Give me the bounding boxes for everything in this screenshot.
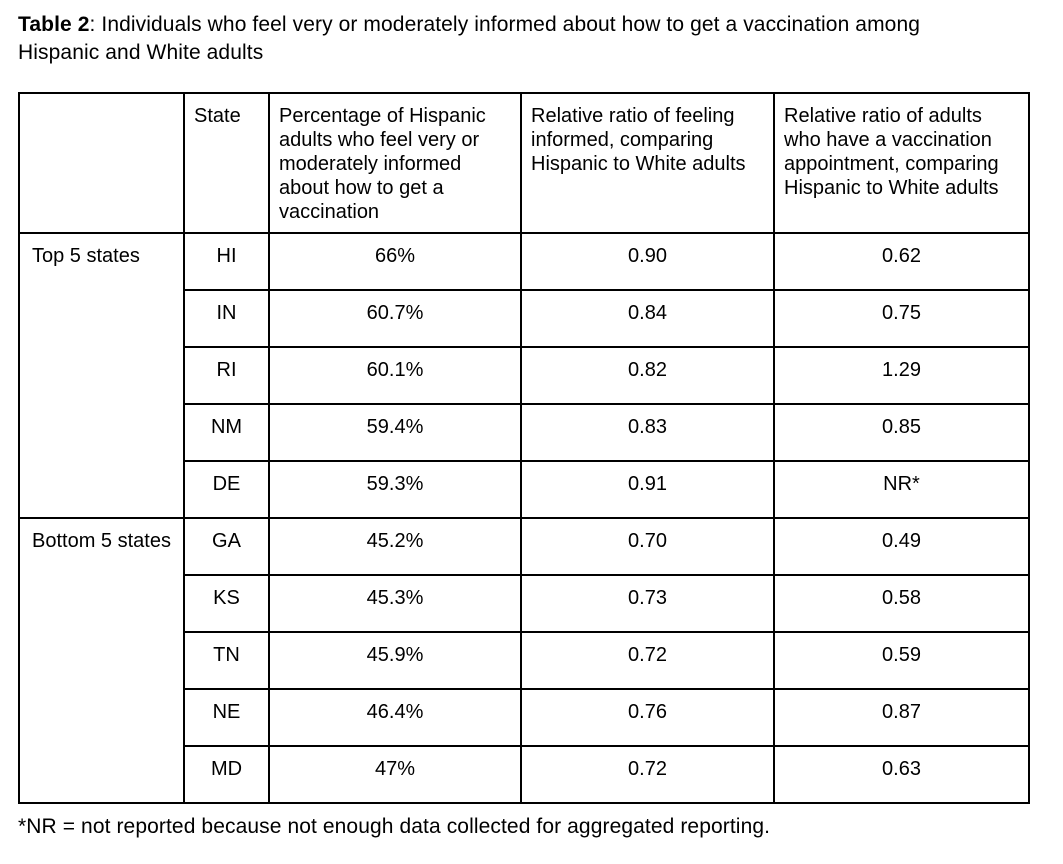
informed-ratio-cell: 0.73: [520, 574, 775, 633]
state-cell: KS: [183, 574, 270, 633]
informed-ratio-cell: 0.72: [520, 631, 775, 690]
state-cell: IN: [183, 289, 270, 348]
informed-ratio-cell: 0.82: [520, 346, 775, 405]
percentage-cell: 45.2%: [268, 517, 522, 576]
table-row: Top 5 states HI 66% 0.90 0.62: [18, 232, 1030, 519]
percentage-cell: 66%: [268, 232, 522, 291]
percentage-cell: 59.3%: [268, 460, 522, 519]
table-header: State Percentage of Hispanic adults who …: [18, 92, 1030, 234]
table-title: Table 2: Individuals who feel very or mo…: [18, 11, 980, 67]
percentage-cell: 60.7%: [268, 289, 522, 348]
appointment-ratio-cell: NR*: [773, 460, 1030, 519]
appointment-ratio-cell: 0.59: [773, 631, 1030, 690]
appointment-ratio-cell: 0.75: [773, 289, 1030, 348]
state-cell: NM: [183, 403, 270, 462]
table-row: RI 60.1% 0.82 1.29: [19, 346, 1030, 405]
column-header-appointment-ratio: Relative ratio of adults who have a vacc…: [773, 92, 1030, 234]
informed-ratio-cell: 0.76: [520, 688, 775, 747]
table-title-separator: :: [89, 13, 102, 36]
percentage-cell: 46.4%: [268, 688, 522, 747]
table-title-label: Table 2: [18, 13, 90, 36]
column-header-group: [18, 92, 185, 234]
appointment-ratio-cell: 1.29: [773, 346, 1030, 405]
table-row: IN 60.7% 0.84 0.75: [19, 289, 1030, 348]
column-header-percentage-informed: Percentage of Hispanic adults who feel v…: [268, 92, 522, 234]
state-cell: MD: [183, 745, 270, 804]
percentage-cell: 45.9%: [268, 631, 522, 690]
appointment-ratio-cell: 0.49: [773, 517, 1030, 576]
table-row: KS 45.3% 0.73 0.58: [19, 574, 1030, 633]
appointment-ratio-cell: 0.62: [773, 232, 1030, 291]
table-row: Bottom 5 states GA 45.2% 0.70 0.49: [18, 517, 1030, 804]
footnote: *NR = not reported because not enough da…: [18, 815, 771, 838]
table-row: TN 45.9% 0.72 0.59: [19, 631, 1030, 690]
state-cell: TN: [183, 631, 270, 690]
table-body: Top 5 states HI 66% 0.90 0.62 IN 60.7% 0.84 0.75…: [18, 232, 1030, 804]
table-row: NM 59.4% 0.83 0.85: [19, 403, 1030, 462]
state-cell: DE: [183, 460, 270, 519]
percentage-cell: 45.3%: [268, 574, 522, 633]
table-title-text: Individuals who feel very or moderately …: [18, 13, 921, 64]
document-page: Table 2: Individuals who feel very or mo…: [18, 11, 1030, 838]
informed-ratio-cell: 0.90: [520, 232, 775, 291]
informed-ratio-cell: 0.83: [520, 403, 775, 462]
informed-ratio-cell: 0.70: [520, 517, 775, 576]
informed-ratio-cell: 0.72: [520, 745, 775, 804]
state-cell: GA: [183, 517, 270, 576]
percentage-cell: 47%: [268, 745, 522, 804]
vaccination-info-table: State Percentage of Hispanic adults who …: [18, 92, 1030, 804]
state-cell: HI: [183, 232, 270, 291]
table-row: DE 59.3% 0.91 NR*: [19, 460, 1030, 519]
table-row: NE 46.4% 0.76 0.87: [19, 688, 1030, 747]
group-label-cell: Top 5 states: [18, 232, 185, 519]
state-cell: NE: [183, 688, 270, 747]
informed-ratio-cell: 0.84: [520, 289, 775, 348]
column-header-state: State: [183, 92, 270, 234]
state-cell: RI: [183, 346, 270, 405]
percentage-cell: 60.1%: [268, 346, 522, 405]
appointment-ratio-cell: 0.63: [773, 745, 1030, 804]
table-row: MD 47% 0.72 0.63: [19, 745, 1030, 804]
appointment-ratio-cell: 0.58: [773, 574, 1030, 633]
column-header-informed-ratio: Relative ratio of feeling informed, comp…: [520, 92, 775, 234]
header-row: State Percentage of Hispanic adults who …: [18, 92, 1030, 234]
group-label-cell: Bottom 5 states: [18, 517, 185, 804]
percentage-cell: 59.4%: [268, 403, 522, 462]
appointment-ratio-cell: 0.85: [773, 403, 1030, 462]
informed-ratio-cell: 0.91: [520, 460, 775, 519]
appointment-ratio-cell: 0.87: [773, 688, 1030, 747]
